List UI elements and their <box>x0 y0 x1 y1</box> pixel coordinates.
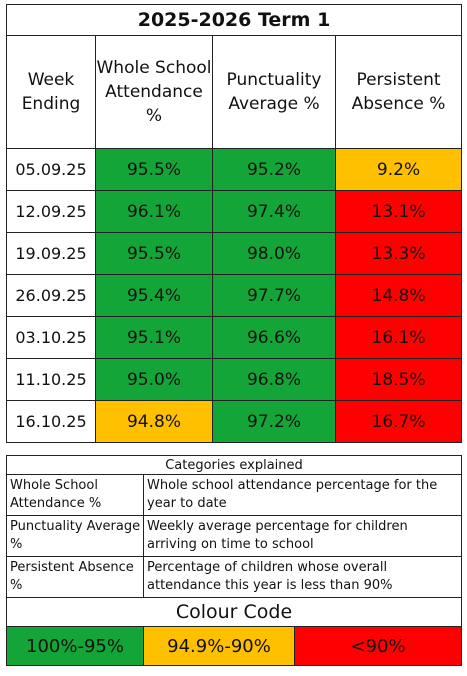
table-row: 05.09.25 95.5% 95.2% 9.2% <box>6 148 463 191</box>
header-week-ending: Week Ending <box>6 35 96 149</box>
colour-band-green: 100%-95% <box>6 626 144 666</box>
punctuality-cell: 95.2% <box>212 148 336 191</box>
table-row: 16.10.25 94.8% 97.2% 16.7% <box>6 400 463 443</box>
attendance-cell: 95.0% <box>95 358 213 401</box>
colour-band-amber: 94.9%-90% <box>143 626 295 666</box>
absence-cell: 14.8% <box>334 274 463 317</box>
header-attendance: Whole School Attendance % <box>95 35 213 149</box>
table-title: 2025-2026 Term 1 <box>5 4 463 36</box>
category-definition: Percentage of children whose overall att… <box>143 556 462 598</box>
attendance-cell: 95.4% <box>95 274 213 317</box>
category-definition: Whole school attendance percentage for t… <box>143 474 462 516</box>
table-row: 26.09.25 95.4% 97.7% 14.8% <box>6 274 463 317</box>
absence-cell: 13.1% <box>334 190 463 233</box>
absence-cell: 16.7% <box>334 400 463 443</box>
categories-title: Categories explained <box>6 455 462 475</box>
absence-cell: 16.1% <box>334 316 463 359</box>
categories-table: Categories explained Whole School Attend… <box>6 455 462 666</box>
punctuality-cell: 96.8% <box>212 358 336 401</box>
absence-cell: 9.2% <box>334 148 463 191</box>
punctuality-cell: 98.0% <box>212 232 336 275</box>
colour-code-title: Colour Code <box>6 597 462 627</box>
week-cell: 19.09.25 <box>6 232 96 275</box>
week-cell: 03.10.25 <box>6 316 96 359</box>
attendance-cell: 95.5% <box>95 232 213 275</box>
week-cell: 16.10.25 <box>6 400 96 443</box>
category-row: Whole School Attendance % Whole school a… <box>6 474 462 516</box>
category-definition: Weekly average percentage for children a… <box>143 515 462 557</box>
header-persistent-absence: Persistent Absence % <box>334 35 463 149</box>
week-cell: 12.09.25 <box>6 190 96 233</box>
table-row: 12.09.25 96.1% 97.4% 13.1% <box>6 190 463 233</box>
table-row: 03.10.25 95.1% 96.6% 16.1% <box>6 316 463 359</box>
absence-cell: 13.3% <box>334 232 463 275</box>
category-term: Persistent Absence % <box>6 556 144 598</box>
category-row: Punctuality Average % Weekly average per… <box>6 515 462 557</box>
attendance-cell: 94.8% <box>95 400 213 443</box>
punctuality-cell: 96.6% <box>212 316 336 359</box>
category-term: Whole School Attendance % <box>6 474 144 516</box>
punctuality-cell: 97.4% <box>212 190 336 233</box>
attendance-cell: 95.5% <box>95 148 213 191</box>
week-cell: 11.10.25 <box>6 358 96 401</box>
table-row: 19.09.25 95.5% 98.0% 13.3% <box>6 232 463 275</box>
header-punctuality: Punctuality Average % <box>212 35 336 149</box>
absence-cell: 18.5% <box>334 358 463 401</box>
punctuality-cell: 97.2% <box>212 400 336 443</box>
punctuality-cell: 97.7% <box>212 274 336 317</box>
attendance-cell: 96.1% <box>95 190 213 233</box>
attendance-cell: 95.1% <box>95 316 213 359</box>
week-cell: 26.09.25 <box>6 274 96 317</box>
category-row: Persistent Absence % Percentage of child… <box>6 556 462 598</box>
week-cell: 05.09.25 <box>6 148 96 191</box>
colour-band-red: <90% <box>294 626 462 666</box>
attendance-table: 2025-2026 Term 1 Week Ending Whole Schoo… <box>5 4 463 443</box>
category-term: Punctuality Average % <box>6 515 144 557</box>
table-row: 11.10.25 95.0% 96.8% 18.5% <box>6 358 463 401</box>
